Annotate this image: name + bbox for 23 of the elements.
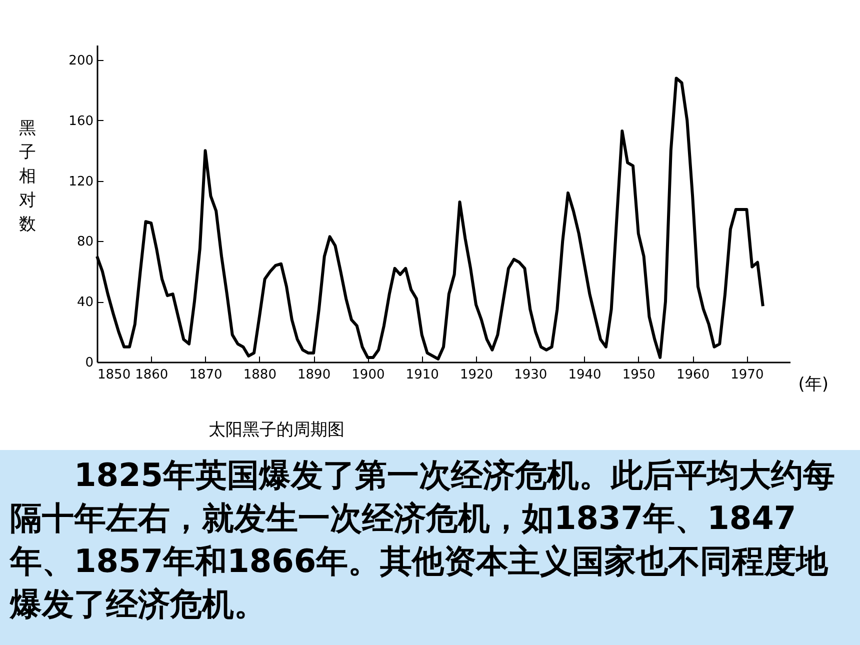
text: 1825年英国爆发了第一次经济危机。此后平均大约每隔十年左右，就发生一次经济危机，如1837年、1847年、1857年和1866年。其他资本主义国家也不同程度地爆发了经济危机。 — [10, 455, 836, 625]
y-tick-label: 120 — [68, 174, 94, 190]
x-tick-label: 1850 — [98, 368, 131, 382]
y-tick-label: 160 — [68, 114, 94, 129]
x-tick-label: 1870 — [189, 368, 222, 382]
x-tick-label: 1950 — [622, 368, 656, 382]
x-tick-label: 1910 — [406, 368, 439, 382]
x-tick-label: 1860 — [135, 368, 168, 382]
y-axis-title: 黑子相对数 — [19, 118, 36, 234]
x-axis-title: (年) — [798, 374, 828, 394]
text: 太阳黑子的周期图 — [208, 420, 344, 440]
x-tick-label: 1930 — [514, 368, 548, 382]
y-tick-label: 200 — [68, 54, 94, 69]
x-tick-label: 1890 — [298, 368, 331, 382]
x-tick-label: 1970 — [730, 368, 764, 382]
x-tick-label: 1940 — [568, 368, 602, 382]
x-tick-label: 1880 — [243, 368, 276, 382]
x-tick-label: 1920 — [460, 368, 494, 382]
x-tick-label: 1900 — [352, 368, 385, 382]
y-tick-label: 0 — [85, 356, 94, 370]
y-tick-label: 40 — [76, 295, 94, 310]
y-tick-label: 80 — [76, 234, 94, 250]
x-tick-label: 1960 — [676, 368, 710, 382]
